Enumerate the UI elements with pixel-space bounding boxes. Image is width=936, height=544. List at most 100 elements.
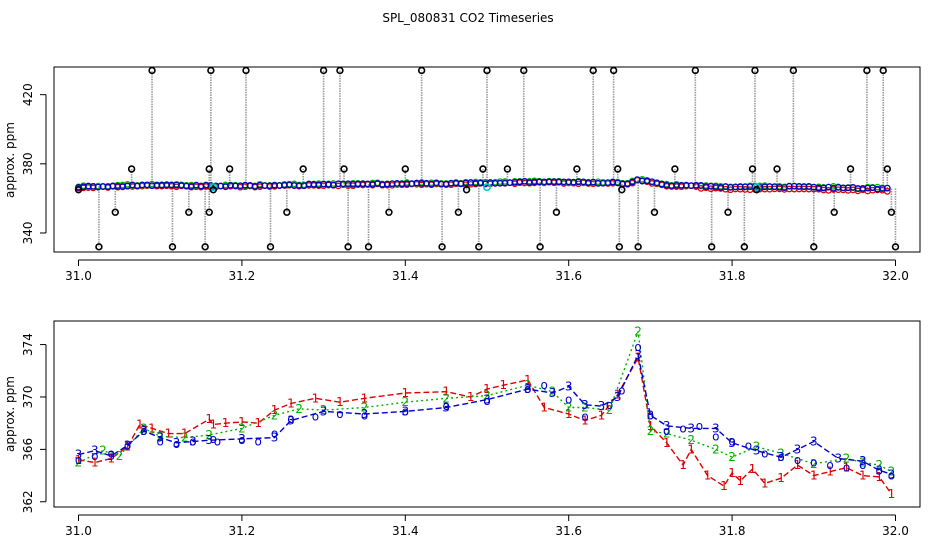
series-1-point-label: 1 bbox=[704, 469, 712, 483]
series-3-point-label: 3 bbox=[205, 433, 213, 447]
series-2-point-label: 2 bbox=[777, 446, 785, 460]
series-2-point-label: 2 bbox=[524, 378, 532, 392]
series-3-point-label: 3 bbox=[173, 436, 181, 450]
outlier-point bbox=[724, 208, 732, 216]
series-1-point-label: 1 bbox=[148, 421, 156, 435]
series-4-point-label: o bbox=[402, 404, 409, 418]
series-1-point bbox=[883, 188, 891, 195]
series-3-point-label: 3 bbox=[888, 467, 896, 481]
series-3-point-label: 3 bbox=[271, 431, 279, 445]
series-4-point-label: o bbox=[761, 446, 768, 460]
series-3-point-label: 3 bbox=[483, 393, 491, 407]
outlier-point bbox=[671, 165, 679, 173]
series-4-point-label: o bbox=[336, 407, 343, 421]
series-2-point-label: 2 bbox=[116, 449, 124, 463]
series-2-point-label: 2 bbox=[442, 391, 450, 405]
series-4-point-label: o bbox=[483, 394, 490, 408]
series-1-point-label: 1 bbox=[222, 416, 230, 430]
series-1-point-label: 1 bbox=[483, 382, 491, 396]
series-4-point-label: o bbox=[888, 469, 895, 483]
outlier-point bbox=[615, 243, 624, 251]
outlier-point bbox=[438, 243, 446, 251]
outlier-point bbox=[773, 165, 781, 173]
outlier-point bbox=[883, 165, 892, 173]
top-y-tick-label: 340 bbox=[21, 222, 35, 245]
series-4-point-label: o bbox=[679, 421, 686, 435]
series-1-point-label: 1 bbox=[810, 469, 818, 483]
series-1-point-label: 1 bbox=[679, 458, 687, 472]
series-1-point-label: 1 bbox=[312, 391, 320, 405]
series-2-point-label: 2 bbox=[549, 385, 557, 399]
outlier-point bbox=[634, 243, 642, 251]
series-1-point-label: 1 bbox=[209, 418, 217, 432]
series-1-point-label: 1 bbox=[777, 471, 785, 485]
bottom-x-tick-label: 31.6 bbox=[555, 524, 582, 538]
series-1-point-label: 1 bbox=[888, 487, 896, 501]
flagged-point bbox=[209, 183, 218, 192]
series-4-point-label: o bbox=[794, 453, 801, 467]
series-4-point-label: o bbox=[140, 424, 147, 438]
outlier-point bbox=[748, 165, 757, 173]
outlier-point bbox=[209, 186, 218, 194]
series-2-point-label: 2 bbox=[581, 401, 589, 415]
series-4-point-label: o bbox=[876, 463, 883, 477]
series-3-point-label: 3 bbox=[401, 404, 409, 418]
series-2-line bbox=[78, 331, 892, 473]
outlier-point bbox=[207, 66, 215, 75]
bottom-x-tick-label: 31.8 bbox=[719, 524, 746, 538]
outlier-point bbox=[740, 243, 749, 251]
series-4-point-label: o bbox=[91, 449, 98, 463]
series-1-point-label: 1 bbox=[271, 403, 279, 417]
bottom-y-tick-label: 362 bbox=[21, 490, 35, 513]
outlier-point bbox=[752, 186, 761, 194]
series-1-point-label: 1 bbox=[524, 373, 532, 387]
series-3-point-label: 3 bbox=[581, 398, 589, 412]
series-1-point-label: 1 bbox=[336, 395, 344, 409]
outlier-point bbox=[751, 66, 759, 75]
series-1-point-label: 1 bbox=[859, 469, 867, 483]
series-4-point-label: o bbox=[618, 383, 625, 397]
bottom-y-tick-label: 374 bbox=[21, 333, 35, 356]
series-4-point-label: o bbox=[524, 382, 531, 396]
series-2-point-label: 2 bbox=[606, 403, 614, 417]
outlier-point bbox=[225, 165, 234, 173]
series-3-point-label: 3 bbox=[728, 436, 736, 450]
series-1-point-label: 1 bbox=[107, 452, 115, 466]
series-2-point-label: 2 bbox=[728, 450, 736, 464]
series-2-point-label: 2 bbox=[565, 401, 573, 415]
flagged-point bbox=[752, 183, 761, 192]
series-3-point-label: 3 bbox=[361, 407, 369, 421]
series-2-point-label: 2 bbox=[271, 408, 279, 422]
series-1-point-label: 1 bbox=[875, 470, 883, 484]
series-4-point-label: o bbox=[287, 412, 294, 426]
top-x-axis: 31.0 31.2 31.4 31.6 31.8 32.0 bbox=[65, 259, 909, 283]
series-2-point-label: 2 bbox=[634, 325, 642, 339]
top-x-tick-label: 31.2 bbox=[229, 269, 256, 283]
outlier-point bbox=[614, 165, 622, 173]
outlier-point bbox=[609, 66, 618, 75]
series-3-point-label: 3 bbox=[565, 380, 573, 394]
series-2-point-label: 2 bbox=[859, 456, 867, 470]
series-4-point-label: o bbox=[810, 456, 817, 470]
series-2-point-label: 2 bbox=[238, 421, 246, 435]
series-3-point-label: 3 bbox=[189, 435, 197, 449]
outlier-point bbox=[417, 66, 426, 75]
series-1-point-label: 1 bbox=[540, 401, 548, 415]
series-2-point-label: 2 bbox=[140, 421, 148, 435]
bottom-x-tick-label: 31.2 bbox=[229, 524, 256, 538]
series-2-point-label: 2 bbox=[888, 465, 896, 479]
outlier-point bbox=[483, 66, 491, 75]
series-1-point-label: 1 bbox=[794, 458, 802, 472]
series-4-point-label: o bbox=[271, 427, 278, 441]
bottom-plot-frame bbox=[53, 320, 921, 508]
series-4-point-label: o bbox=[728, 435, 735, 449]
series-3-point-label: 3 bbox=[859, 454, 867, 468]
top-raw-trace-layer bbox=[77, 70, 897, 247]
series-4-point-label: o bbox=[443, 399, 450, 413]
series-4-point-label: o bbox=[75, 453, 82, 467]
series-1-point-label: 1 bbox=[614, 387, 622, 401]
series-1-point-label: 1 bbox=[181, 427, 189, 441]
series-3-point-label: 3 bbox=[614, 390, 622, 404]
outlier-point bbox=[319, 66, 328, 75]
